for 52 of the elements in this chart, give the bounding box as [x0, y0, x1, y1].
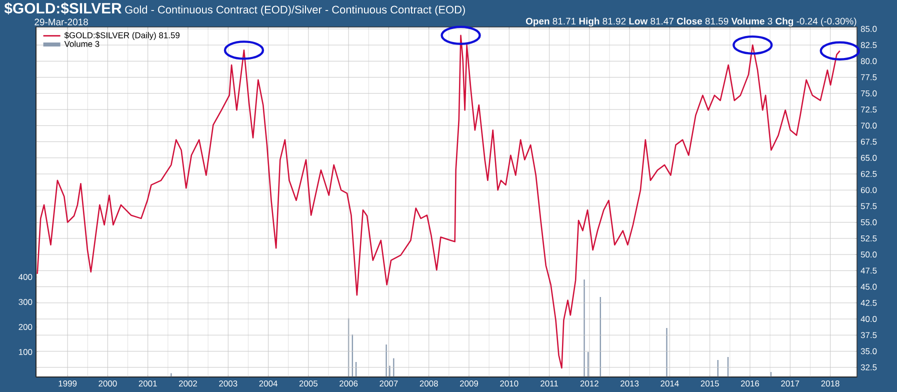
- x-tick-label: 2007: [380, 380, 398, 387]
- y-tick-label: 32.5: [860, 364, 877, 370]
- y-tick-label: 35.0: [860, 348, 877, 354]
- y-tick-label: 82.5: [860, 42, 877, 48]
- x-tick-label: 2003: [219, 380, 238, 387]
- y-tick-label: 52.5: [860, 235, 877, 242]
- y2-tick-label: 300: [18, 299, 32, 305]
- y-tick-label: 75.0: [860, 90, 877, 96]
- x-tick-label: 2006: [340, 380, 358, 387]
- text: Open 81.71 High 81.92 Low 81.47 Close 81.59 Volume 3 Chg -0.24 (-0.30%): [526, 18, 856, 26]
- y-tick-label: 62.5: [860, 170, 877, 177]
- y-tick-label: 45.0: [860, 284, 877, 290]
- x-tick-label: 2014: [660, 380, 679, 387]
- x-tick-label: 2004: [259, 380, 278, 387]
- x-tick-label: 2011: [540, 380, 558, 387]
- x-tick-label: 2008: [420, 380, 438, 387]
- y2-tick-label: 200: [18, 324, 32, 330]
- y-tick-label: 42.5: [860, 300, 877, 306]
- x-tick-label: 2002: [179, 380, 197, 387]
- y2-tick-label: 100: [18, 349, 32, 355]
- x-tick-label: 2010: [500, 380, 518, 387]
- y-tick-label: 70.0: [860, 122, 877, 129]
- x-tick-label: 2005: [299, 380, 318, 387]
- x-tick-label: 2012: [580, 380, 598, 387]
- y-tick-label: 77.5: [860, 74, 877, 80]
- y2-tick-label: 400: [18, 274, 32, 280]
- x-tick-label: 2016: [741, 380, 760, 387]
- y-tick-label: 72.5: [860, 106, 877, 112]
- x-tick-label: 2000: [98, 380, 117, 387]
- x-tick-label: 2015: [700, 380, 719, 387]
- x-tick-label: 2018: [821, 380, 840, 387]
- y-tick-label: 50.0: [860, 252, 877, 258]
- y-tick-label: 65.0: [860, 154, 877, 161]
- chart-title: $GOLD:$SILVER: [4, 2, 122, 15]
- y-tick-label: 80.0: [860, 58, 877, 64]
- x-tick-label: 2013: [620, 380, 639, 387]
- x-tick-label: 2017: [781, 380, 800, 387]
- y-tick-label: 60.0: [860, 187, 877, 194]
- y-tick-label: 40.0: [860, 316, 877, 322]
- text: 29-Mar-2018: [34, 18, 88, 26]
- y-tick-label: 47.5: [860, 268, 877, 274]
- x-tick-label: 2009: [460, 380, 478, 387]
- x-tick-label: 1999: [58, 380, 77, 387]
- y-tick-label: 55.0: [860, 219, 877, 226]
- y-tick-label: 85.0: [860, 26, 877, 32]
- legend-label: $GOLD:$SILVER (Daily) 81.59: [64, 32, 180, 40]
- y-tick-label: 37.5: [860, 332, 877, 338]
- x-tick-label: 2001: [138, 380, 157, 387]
- chart-subtitle: Gold - Continuous Contract (EOD)/Silver - Continuous Contract (EOD): [125, 5, 465, 16]
- y-tick-label: 57.5: [860, 203, 877, 210]
- y-tick-label: 67.5: [860, 138, 877, 145]
- legend-label: Volume 3: [64, 40, 100, 47]
